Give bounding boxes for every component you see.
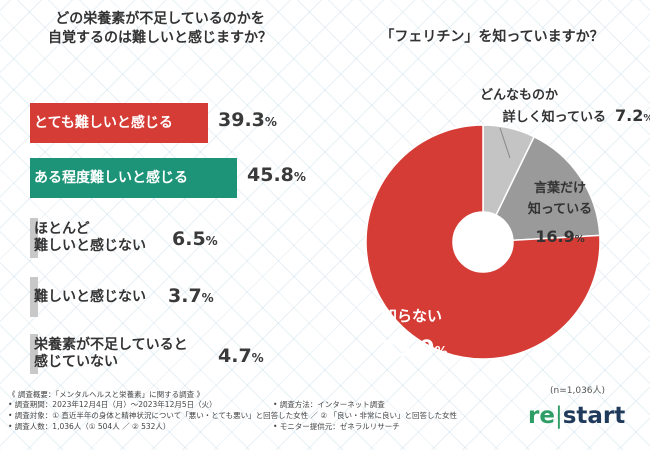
value-unit: % bbox=[201, 291, 214, 305]
bar-hardly-difficult: ほとんど 難しいと感じない bbox=[30, 218, 146, 258]
donut-hole bbox=[453, 212, 513, 272]
slice-label-word-line2: 知っている bbox=[528, 201, 592, 217]
value-somewhat-difficult: 45.8% bbox=[247, 164, 306, 186]
summary-title: 《 調査概要：「メンタルヘルスと栄養素」に関する調査 》 bbox=[8, 390, 205, 399]
value-unit: % bbox=[435, 345, 448, 360]
slice-value-word: 16.9% bbox=[535, 227, 585, 246]
value-hardly-difficult: 6.5% bbox=[172, 228, 218, 250]
value-number: 75.9 bbox=[380, 337, 434, 362]
value-very-difficult: 39.3% bbox=[218, 109, 277, 131]
bar-very-difficult: とても難しいと感じる bbox=[30, 103, 208, 143]
leader-line bbox=[499, 127, 511, 159]
value-number: 7.2 bbox=[615, 106, 643, 125]
summary-period: • 調査期間：2023年12月4日（月）〜2023年12月5日（火） bbox=[8, 400, 217, 409]
left-question-line1: どの栄養素が不足しているのかを bbox=[55, 11, 265, 27]
value-unit: % bbox=[264, 115, 277, 129]
value-unit: % bbox=[575, 234, 585, 245]
value-number: 6.5 bbox=[172, 228, 206, 250]
slice-label-unknown: 知らない bbox=[382, 307, 442, 325]
label-line1: ほとんど bbox=[34, 221, 90, 237]
bar-label-very-difficult: とても難しいと感じる bbox=[34, 115, 173, 131]
summary-provider: • モニター提供元：ゼネラルリサーチ bbox=[273, 422, 400, 431]
bar-not-difficult: 難しいと感じない bbox=[30, 277, 146, 317]
logo-separator: | bbox=[554, 403, 563, 429]
logo-start: start bbox=[562, 403, 626, 429]
bar-label-somewhat-difficult: ある程度難しいと感じる bbox=[34, 170, 188, 186]
left-question-line2: 自覚するのは難しいと感じますか？ bbox=[48, 30, 272, 46]
value-number: 16.9 bbox=[535, 227, 574, 246]
restart-logo: re|start bbox=[528, 403, 625, 429]
sample-size-note: (n=1,036人) bbox=[550, 386, 606, 396]
summary-count: • 調査人数：1,036人（① 504人 ／ ② 532人） bbox=[8, 422, 171, 431]
value-number: 3.7 bbox=[168, 285, 202, 307]
value-unit: % bbox=[251, 351, 264, 365]
bar-not-feeling-deficient: 栄養素が不足していると 感じていない bbox=[30, 334, 188, 374]
value-number: 4.7 bbox=[218, 345, 252, 367]
slice-value-unknown: 75.9% bbox=[380, 337, 447, 362]
slice-value-detailed: 7.2% bbox=[615, 106, 650, 125]
slice-label-word-line1: 言葉だけ bbox=[534, 180, 586, 196]
label-line2: 難しいと感じない bbox=[34, 238, 146, 254]
label-line2: 感じていない bbox=[34, 354, 118, 370]
left-question: どの栄養素が不足しているのかを 自覚するのは難しいと感じますか？ bbox=[30, 10, 290, 48]
bar-label-not-difficult: 難しいと感じない bbox=[34, 289, 146, 305]
slice-label-detailed-line2: 詳しく知っている bbox=[503, 109, 606, 125]
slice-label-detailed-line1: どんなものか bbox=[480, 88, 558, 103]
bar-label-not-feeling-deficient: 栄養素が不足していると 感じていない bbox=[34, 337, 188, 371]
logo-re: re bbox=[528, 403, 555, 429]
value-number: 45.8 bbox=[247, 164, 294, 186]
value-not-feeling-deficient: 4.7% bbox=[218, 345, 264, 367]
label-line1: 栄養素が不足していると bbox=[34, 337, 188, 353]
value-unit: % bbox=[643, 113, 650, 124]
summary-target: • 調査対象：① 直近半年の身体と精神状況について「悪い・とても悪い」と回答した… bbox=[8, 411, 457, 420]
bar-somewhat-difficult: ある程度難しいと感じる bbox=[30, 158, 237, 198]
value-number: 39.3 bbox=[218, 109, 265, 131]
value-unit: % bbox=[293, 170, 306, 184]
bar-label-hardly-difficult: ほとんど 難しいと感じない bbox=[34, 221, 146, 255]
summary-method: • 調査方法：インターネット調査 bbox=[273, 400, 385, 409]
slice-label-detailed-text: 詳しく知っている bbox=[503, 109, 606, 125]
value-unit: % bbox=[205, 234, 218, 248]
right-question: 「フェリチン」を知っていますか？ bbox=[380, 29, 604, 45]
value-not-difficult: 3.7% bbox=[168, 285, 214, 307]
